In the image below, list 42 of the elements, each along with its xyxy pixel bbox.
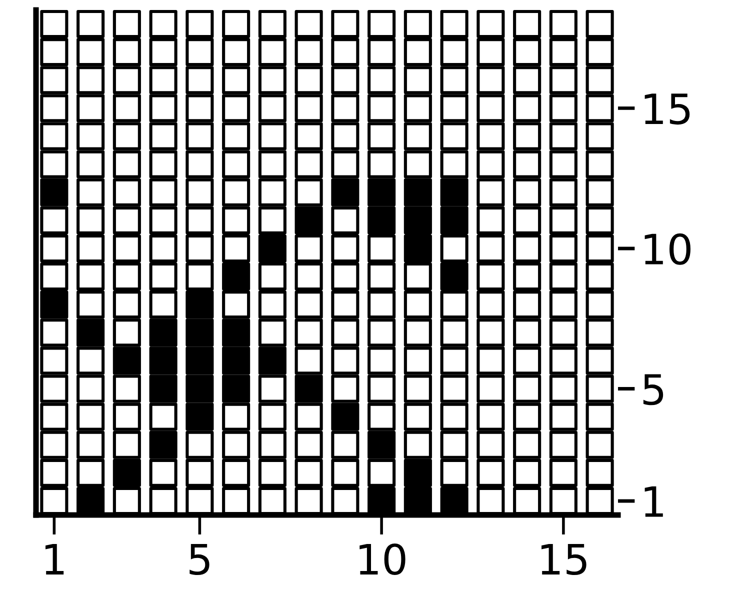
- point: [149, 346, 178, 375]
- x-tick-label: 1: [46, 544, 64, 574]
- point: [404, 178, 432, 206]
- point: [40, 290, 68, 319]
- point: [186, 402, 214, 431]
- point: [40, 178, 68, 206]
- point: [258, 346, 286, 375]
- point: [294, 206, 323, 234]
- point: [186, 374, 214, 403]
- y-tick-label: 1: [644, 486, 663, 517]
- point: [404, 458, 432, 487]
- point: [368, 430, 396, 459]
- point: [76, 318, 105, 347]
- x-tick-label: 10: [360, 544, 406, 576]
- y-tick-label: 10: [644, 233, 690, 265]
- point: [149, 374, 178, 403]
- y-tick-label: 5: [643, 374, 664, 406]
- point: [112, 458, 141, 487]
- y-tick-label: 15: [644, 94, 690, 125]
- point: [440, 206, 468, 234]
- x-tick-label: 5: [190, 544, 210, 576]
- point: [149, 430, 178, 459]
- point: [222, 374, 250, 403]
- point: [368, 206, 396, 234]
- point: [440, 178, 468, 206]
- point: [222, 318, 250, 347]
- point: [112, 346, 141, 375]
- point: [258, 234, 286, 262]
- point: [186, 318, 214, 347]
- point: [368, 178, 396, 206]
- x-tick-label: 15: [542, 544, 586, 576]
- point: [294, 374, 323, 403]
- point: [149, 318, 178, 347]
- point: [331, 402, 360, 431]
- point: [404, 206, 432, 234]
- point: [186, 346, 214, 375]
- point: [440, 262, 468, 291]
- point: [331, 178, 360, 206]
- point: [222, 346, 250, 375]
- point: [404, 234, 432, 262]
- point: [222, 262, 250, 291]
- point: [186, 290, 214, 319]
